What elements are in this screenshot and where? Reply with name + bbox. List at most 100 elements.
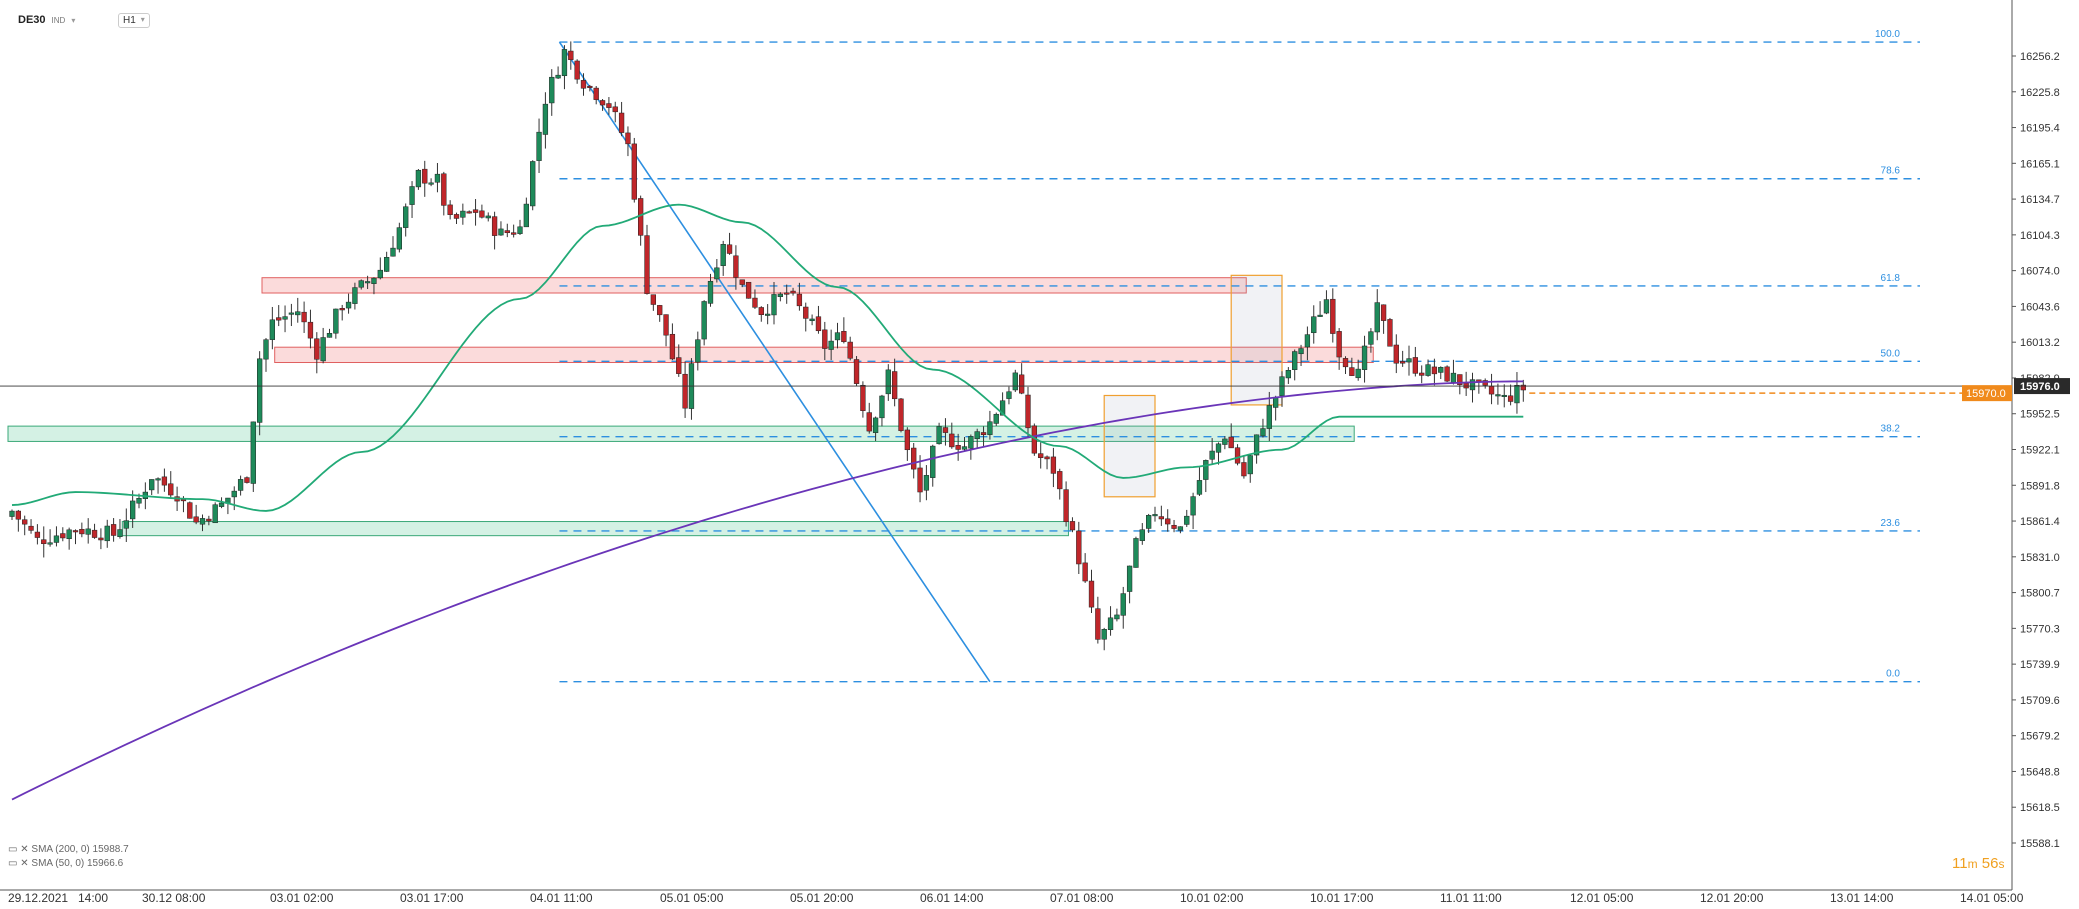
candle-body: [993, 413, 999, 424]
candle-body: [752, 297, 758, 308]
candle-body: [491, 216, 498, 236]
close-icon[interactable]: ✕: [20, 858, 29, 869]
candle-body: [447, 204, 453, 215]
eye-icon[interactable]: ▭: [8, 844, 18, 855]
candle-body: [1165, 518, 1171, 525]
y-tick-label: 16104.3: [2020, 230, 2060, 242]
timeframe-select[interactable]: H1 ▾: [118, 13, 150, 28]
candle-body: [110, 524, 117, 536]
legend-sma200[interactable]: ▭ ✕ SMA (200, 0) 15988.7: [8, 844, 129, 855]
current-price-tag: [2014, 378, 2070, 395]
candle-body: [149, 479, 155, 491]
candle-body: [269, 319, 276, 340]
symbol-name[interactable]: DE30: [18, 14, 46, 26]
candle-body: [593, 87, 599, 100]
x-tick-label: 11.01 11:00: [1440, 891, 1502, 905]
y-tick-label: 16074.0: [2020, 266, 2060, 278]
candle-body: [428, 182, 434, 185]
candle-body: [777, 293, 784, 297]
candle-body: [320, 337, 326, 362]
candle-body: [1050, 456, 1057, 474]
fib-label: 23.6: [1881, 518, 1901, 529]
candle-body: [1387, 319, 1393, 347]
candle-body: [1273, 396, 1279, 408]
candle-body: [1380, 304, 1387, 321]
candle-body: [1241, 462, 1247, 477]
legend-sma50-label: SMA (50, 0) 15966.6: [31, 858, 124, 869]
x-tick-label: 07.01 08:00: [1050, 891, 1114, 905]
candle-body: [1298, 348, 1304, 355]
candle-body: [1260, 428, 1266, 437]
candle-body: [1501, 394, 1507, 397]
candle-body: [657, 305, 663, 316]
candle-body: [396, 227, 403, 250]
candle-body: [1209, 450, 1215, 460]
candle-body: [606, 103, 612, 108]
candle-body: [390, 247, 396, 257]
candle-body: [288, 312, 295, 315]
candle-body: [41, 539, 47, 545]
candle-body: [1406, 358, 1412, 363]
candle-body: [1120, 593, 1126, 616]
candle-body: [765, 313, 771, 316]
candle-body: [1069, 521, 1076, 531]
chevron-down-icon: ▾: [140, 15, 145, 24]
candle-body: [936, 426, 942, 445]
candle-body: [1457, 374, 1463, 385]
candle-body: [1368, 331, 1374, 345]
candle-body: [574, 60, 580, 80]
candle-body: [237, 479, 244, 491]
y-tick-label: 15831.0: [2020, 552, 2060, 564]
y-tick-label: 16013.2: [2020, 337, 2060, 349]
candle-body: [250, 421, 256, 484]
close-icon[interactable]: ✕: [20, 844, 29, 855]
x-tick-label: 14:00: [78, 891, 108, 905]
candle-body: [955, 445, 961, 450]
consolidation-box: [1103, 394, 1156, 498]
candle-body: [479, 210, 485, 218]
y-tick-label: 16165.1: [2020, 158, 2060, 170]
timer-s: s: [1998, 857, 2005, 871]
candle-body: [276, 317, 282, 321]
candle-body: [561, 49, 568, 77]
candle-body: [784, 292, 790, 295]
sma200-line: [11, 380, 1524, 801]
x-tick-label: 03.01 02:00: [270, 891, 334, 905]
candle-body: [1152, 514, 1158, 517]
candle-body: [669, 333, 676, 360]
candle-body: [1514, 384, 1520, 404]
eye-icon[interactable]: ▭: [8, 858, 18, 869]
x-tick-label: 06.01 14:00: [920, 891, 984, 905]
timer-minutes: 11: [1952, 855, 1968, 872]
candle-body: [9, 510, 15, 517]
order-price-label: 15970.0: [1966, 388, 2006, 400]
candle-body: [1107, 617, 1114, 630]
timer-m: m: [1967, 857, 1978, 871]
fib-label: 50.0: [1881, 348, 1901, 359]
candle-body: [911, 447, 917, 470]
candle-body: [1088, 580, 1095, 608]
candle-body: [206, 518, 212, 522]
candle-body: [809, 318, 815, 322]
fib-label: 78.6: [1881, 166, 1901, 177]
candle-body: [301, 311, 307, 323]
candle-body: [599, 100, 606, 106]
current-price-label: 15976.0: [2020, 381, 2060, 393]
candle-body: [923, 475, 930, 491]
candle-body: [1400, 361, 1406, 364]
candle-body: [244, 477, 250, 483]
candle-body: [22, 519, 28, 525]
legend-sma50[interactable]: ▭ ✕ SMA (50, 0) 15966.6: [8, 858, 123, 869]
chevron-down-icon[interactable]: ▾: [71, 15, 76, 25]
candle-body: [549, 76, 555, 104]
candle-body: [872, 417, 879, 433]
candle-body: [1133, 538, 1139, 568]
y-tick-label: 15891.8: [2020, 480, 2060, 492]
candle-body: [1095, 608, 1101, 640]
x-tick-label: 13.01 14:00: [1830, 891, 1894, 905]
candle-body: [1177, 526, 1184, 531]
candle-body: [726, 244, 733, 254]
candle-body: [130, 500, 136, 520]
candle-body: [1355, 368, 1361, 379]
